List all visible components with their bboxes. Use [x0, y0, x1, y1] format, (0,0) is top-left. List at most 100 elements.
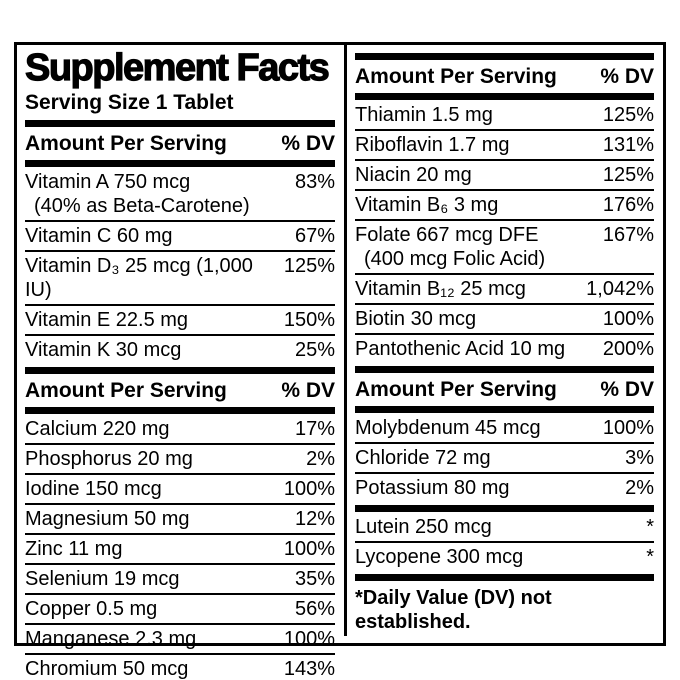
nutrient-name: Zinc 11 mg: [25, 537, 123, 560]
nutrient-row: Vitamin K 30 mcg 25%: [25, 333, 335, 364]
header-dv-label: % DV: [281, 378, 335, 402]
thick-rule: [355, 574, 654, 582]
header-dv-label: % DV: [281, 131, 335, 155]
nutrient-name: Magnesium 50 mg: [25, 507, 190, 530]
thick-rule: [25, 366, 335, 374]
nutrient-name: Vitamin A 750 mcg (40% as Beta-Carotene): [25, 170, 256, 218]
nutrient-dv: 176%: [602, 194, 654, 217]
nutrient-name-line2: (400 mcg Folic Acid): [364, 248, 546, 271]
nutrient-name: Pantothenic Acid 10 mg: [355, 338, 566, 361]
nutrient-row: Biotin 30 mcg 100%: [355, 303, 654, 333]
thick-rule: [355, 505, 654, 513]
nutrient-name: Lutein 250 mcg: [355, 516, 492, 539]
nutrient-dv: 25%: [294, 338, 335, 361]
nutrient-dv: 100%: [602, 417, 654, 440]
nutrient-row: Vitamin B₁₂ 25 mcg 1,042%: [355, 273, 654, 303]
thick-rule: [25, 406, 335, 414]
nutrient-name: Vitamin B₆ 3 mg: [355, 194, 499, 217]
header-dv-label: % DV: [600, 378, 654, 402]
nutrient-name: Folate 667 mcg DFE (400 mcg Folic Acid): [355, 223, 551, 271]
nutrient-dv: *: [646, 516, 654, 539]
nutrient-name: Vitamin K 30 mcg: [25, 338, 182, 361]
nutrient-dv: 2%: [625, 477, 654, 500]
serving-size: Serving Size 1 Tablet: [25, 90, 234, 114]
nutrient-row: Niacin 20 mg 125%: [355, 159, 654, 189]
nutrient-dv: 167%: [602, 224, 654, 247]
header-amount-label: Amount Per Serving: [355, 65, 557, 88]
nutrient-dv: 143%: [283, 657, 335, 680]
nutrient-row: Vitamin E 22.5 mg 150%: [25, 303, 335, 334]
section-header: Amount Per Serving % DV: [25, 128, 335, 159]
nutrient-name: Vitamin B₁₂ 25 mcg: [355, 278, 526, 301]
nutrient-row: Copper 0.5 mg 56%: [25, 592, 335, 623]
nutrient-row: Manganese 2.3 mg 100%: [25, 622, 335, 653]
nutrient-name: Manganese 2.3 mg: [25, 627, 197, 650]
nutrient-row: Vitamin A 750 mcg (40% as Beta-Carotene)…: [25, 168, 335, 220]
thick-rule: [355, 93, 654, 101]
nutrient-name: Phosphorus 20 mg: [25, 447, 193, 470]
nutrient-dv: 100%: [602, 308, 654, 331]
thick-rule: [25, 159, 335, 167]
nutrient-name: Niacin 20 mg: [355, 164, 472, 187]
nutrient-dv: 125%: [283, 254, 335, 277]
nutrient-dv: 2%: [306, 447, 335, 470]
nutrient-row: Thiamin 1.5 mg 125%: [355, 101, 654, 129]
nutrient-name: Iodine 150 mcg: [25, 477, 162, 500]
nutrient-row: Magnesium 50 mg 12%: [25, 502, 335, 533]
nutrient-row: Chromium 50 mcg 143%: [25, 652, 335, 680]
nutrient-row: Vitamin C 60 mg 67%: [25, 219, 335, 250]
column-divider: [344, 45, 347, 636]
thick-rule: [355, 53, 654, 60]
section-header: Amount Per Serving % DV: [355, 374, 654, 405]
right-column: Amount Per Serving % DV Thiamin 1.5 mg 1…: [347, 45, 663, 643]
thick-rule: [355, 366, 654, 374]
nutrient-dv: 3%: [625, 447, 654, 470]
nutrient-row: Pantothenic Acid 10 mg 200%: [355, 333, 654, 363]
nutrient-name-line1: Folate 667 mcg DFE: [355, 224, 539, 247]
section-header: Amount Per Serving % DV: [355, 61, 654, 92]
nutrient-name: Copper 0.5 mg: [25, 597, 158, 620]
nutrient-row: Molybdenum 45 mcg 100%: [355, 414, 654, 442]
nutrient-dv: 67%: [294, 224, 335, 247]
nutrient-dv: 12%: [294, 507, 335, 530]
nutrient-row: Vitamin D₃ 25 mcg (1,000 IU) 125%: [25, 249, 335, 304]
nutrient-name: Molybdenum 45 mcg: [355, 417, 541, 440]
nutrient-name: Calcium 220 mg: [25, 417, 170, 440]
nutrient-dv: 125%: [602, 164, 654, 187]
nutrient-dv: 125%: [602, 104, 654, 127]
nutrient-name: Riboflavin 1.7 mg: [355, 134, 510, 157]
nutrient-dv: 200%: [602, 338, 654, 361]
nutrient-row: Vitamin B₆ 3 mg 176%: [355, 189, 654, 219]
header-dv-label: % DV: [600, 65, 654, 88]
nutrient-row: Folate 667 mcg DFE (400 mcg Folic Acid) …: [355, 219, 654, 273]
nutrient-dv: 100%: [283, 627, 335, 650]
nutrient-row: Selenium 19 mcg 35%: [25, 562, 335, 593]
nutrient-dv: 83%: [294, 170, 335, 193]
nutrient-name: Chloride 72 mg: [355, 447, 491, 470]
nutrient-dv: *: [646, 546, 654, 569]
nutrient-name: Vitamin D₃ 25 mcg (1,000 IU): [25, 254, 253, 301]
nutrient-row: Iodine 150 mcg 100%: [25, 472, 335, 503]
nutrient-name: Chromium 50 mcg: [25, 657, 189, 680]
nutrient-name-line2: (40% as Beta-Carotene): [34, 194, 250, 217]
header-amount-label: Amount Per Serving: [25, 378, 227, 402]
nutrient-dv: 56%: [294, 597, 335, 620]
nutrient-name: Vitamin E 22.5 mg: [25, 308, 189, 331]
left-column: Supplement Facts Serving Size 1 Tablet A…: [17, 45, 344, 680]
nutrient-dv: 17%: [294, 417, 335, 440]
nutrient-dv: 35%: [294, 567, 335, 590]
nutrient-name: Thiamin 1.5 mg: [355, 104, 493, 127]
nutrient-dv: 100%: [283, 477, 335, 500]
nutrient-dv: 1,042%: [586, 278, 654, 301]
nutrient-row: Chloride 72 mg 3%: [355, 442, 654, 472]
nutrient-name-line1: Vitamin A 750 mcg: [25, 170, 191, 193]
nutrient-row: Potassium 80 mg 2%: [355, 472, 654, 502]
header-amount-label: Amount Per Serving: [355, 378, 557, 402]
label-title: Supplement Facts: [24, 46, 330, 89]
nutrient-row: Riboflavin 1.7 mg 131%: [355, 129, 654, 159]
thick-rule: [355, 406, 654, 414]
nutrient-row: Zinc 11 mg 100%: [25, 532, 335, 563]
nutrient-name: Selenium 19 mcg: [25, 567, 180, 590]
nutrient-name: Vitamin C 60 mg: [25, 224, 173, 247]
